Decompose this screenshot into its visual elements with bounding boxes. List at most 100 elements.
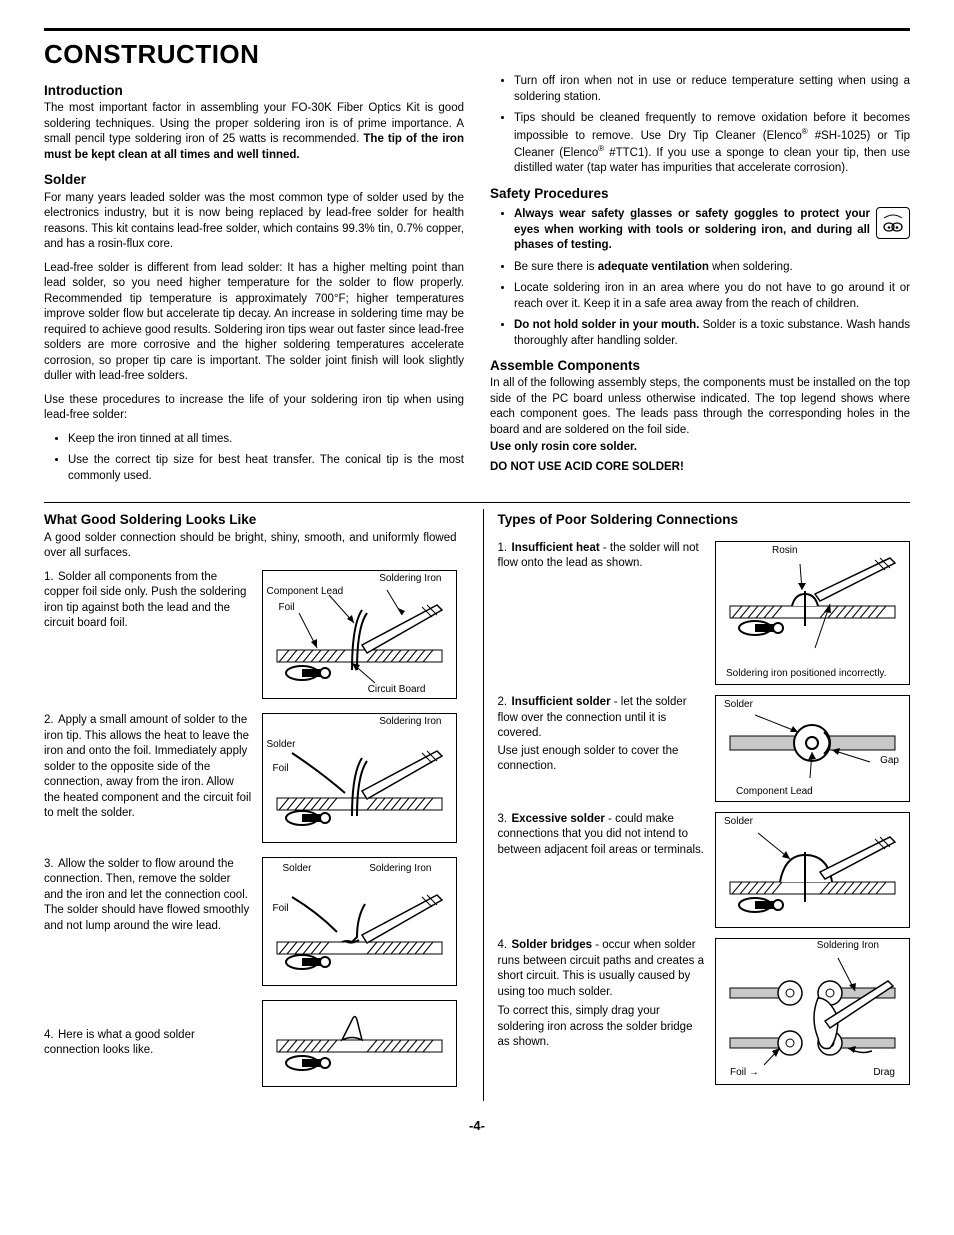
upper-columns: Introduction The most important factor i… <box>44 74 910 492</box>
lbl-solder2: Solder <box>283 862 312 876</box>
page-title: CONSTRUCTION <box>44 37 910 72</box>
solder-bullet-2: Use the correct tip size for best heat t… <box>68 453 464 484</box>
num-2: 2. <box>44 713 58 729</box>
poor-step-1: 1.Insufficient heat - the solder will no… <box>498 541 911 686</box>
safety-b1-text: Always wear safety glasses or safety gog… <box>514 208 870 251</box>
good-step-2: 2.Apply a small amount of solder to the … <box>44 713 457 843</box>
safety-b3: Locate soldering iron in an area where y… <box>514 281 910 312</box>
good-diagram-4 <box>262 1000 457 1087</box>
good-diagram-4-svg <box>267 1005 452 1077</box>
sb4-bold: Do not hold solder in your mouth. <box>514 319 699 331</box>
good-diagram-1: Soldering Iron Component Lead Foil Circu… <box>262 570 457 700</box>
poor-heading: Types of Poor Soldering Connections <box>498 511 911 529</box>
introduction-heading: Introduction <box>44 82 464 100</box>
good-step-2-text: 2.Apply a small amount of solder to the … <box>44 713 252 822</box>
gs3: Allow the solder to flow around the conn… <box>44 858 249 932</box>
poor-diagram-3-svg <box>720 817 905 919</box>
safety-b2: Be sure there is adequate ventilation wh… <box>514 260 910 276</box>
solder-bullet-1: Keep the iron tinned at all times. <box>68 432 464 448</box>
lbl-solder4: Solder <box>724 815 753 829</box>
lbl-si4: Soldering Iron <box>817 939 879 953</box>
good-step-3: 3.Allow the solder to flow around the co… <box>44 857 457 987</box>
poor-step-2-text: 2.Insufficient solder - let the solder f… <box>498 695 706 775</box>
num-3: 3. <box>44 857 58 873</box>
right-bullet-4: Tips should be cleaned frequently to rem… <box>514 111 910 177</box>
safety-b4: Do not hold solder in your mouth. Solder… <box>514 318 910 349</box>
poor-diagram-1: Rosin Soldering iron positioned incorrec… <box>715 541 910 686</box>
col-left-lower: What Good Soldering Looks Like A good so… <box>44 509 457 1100</box>
pn3: 3. <box>498 812 512 828</box>
p1b: Insufficient heat <box>512 542 600 554</box>
num-4: 4. <box>44 1028 58 1044</box>
lbl-drag: Drag <box>873 1066 895 1080</box>
gs1: Solder all components from the copper fo… <box>44 571 246 630</box>
safety-heading: Safety Procedures <box>490 185 910 203</box>
lbl-cl: Component Lead <box>267 585 344 599</box>
right-bullets: Turn off iron when not in use or reduce … <box>490 74 910 177</box>
good-diagram-3: Solder Soldering Iron Foil <box>262 857 457 987</box>
solder-bullets: Keep the iron tinned at all times. Use t… <box>44 432 464 485</box>
assemble-body: In all of the following assembly steps, … <box>490 376 910 438</box>
poor-step-3: 3.Excessive solder - could make connecti… <box>498 812 911 929</box>
pn4: 4. <box>498 938 512 954</box>
col-right-upper: Turn off iron when not in use or reduce … <box>490 74 910 492</box>
p4b: Solder bridges <box>512 939 593 951</box>
mid-rule <box>44 502 910 503</box>
good-diagram-2-svg <box>267 718 452 833</box>
good-step-1: 1.Solder all components from the copper … <box>44 570 457 700</box>
poor-diagram-1-svg <box>720 546 905 676</box>
solder-p3: Use these procedures to increase the lif… <box>44 393 464 424</box>
poor-diagram-4: Soldering Iron Foil → Drag <box>715 938 910 1085</box>
poor-diagram-2-svg <box>720 700 905 792</box>
col-right-lower: Types of Poor Soldering Connections 1.In… <box>483 509 911 1100</box>
lbl-foil4: Foil → <box>730 1066 759 1080</box>
poor-step-3-text: 3.Excessive solder - could make connecti… <box>498 812 706 859</box>
lbl-foil4-text: Foil <box>730 1067 746 1078</box>
sb2-pre: Be sure there is <box>514 261 598 273</box>
good-diagram-2: Soldering Iron Solder Foil <box>262 713 457 843</box>
gs4: Here is what a good solder connection lo… <box>44 1029 195 1057</box>
p3b: Excessive solder <box>512 813 605 825</box>
p4extra: To correct this, simply drag your solder… <box>498 1004 706 1051</box>
good-intro: A good solder connection should be brigh… <box>44 531 457 562</box>
goggles-svg <box>880 210 906 236</box>
goggles-icon <box>876 207 910 239</box>
pn2: 2. <box>498 695 512 711</box>
lbl-cb: Circuit Board <box>368 683 426 697</box>
lbl-rosin: Rosin <box>772 544 798 558</box>
lbl-solder3: Solder <box>724 698 753 712</box>
safety-bullets: Always wear safety glasses or safety gog… <box>490 207 910 349</box>
poor-step-4: 4.Solder bridges - occur when solder run… <box>498 938 911 1085</box>
p2b: Insufficient solder <box>512 696 611 708</box>
lbl-foil1: Foil <box>279 601 295 615</box>
poor-step-4-text: 4.Solder bridges - occur when solder run… <box>498 938 706 1051</box>
poor-diagram-2: Solder Gap Component Lead <box>715 695 910 802</box>
sb2-post: when soldering. <box>709 261 793 273</box>
assemble-heading: Assemble Components <box>490 357 910 375</box>
assemble-bold1: Use only rosin core solder. <box>490 440 910 456</box>
poor-step-2: 2.Insufficient solder - let the solder f… <box>498 695 911 802</box>
lbl-cl2: Component Lead <box>736 785 813 799</box>
page-number: -4- <box>44 1117 910 1135</box>
poor-diagram-4-svg <box>720 943 905 1075</box>
assemble-bold2: DO NOT USE ACID CORE SOLDER! <box>490 460 910 476</box>
pn1: 1. <box>498 541 512 557</box>
good-step-3-text: 3.Allow the solder to flow around the co… <box>44 857 252 935</box>
poor-diagram-3: Solder <box>715 812 910 929</box>
right-bullet-3: Turn off iron when not in use or reduce … <box>514 74 910 105</box>
safety-b1: Always wear safety glasses or safety gog… <box>514 207 910 254</box>
solder-p2: Lead-free solder is different from lead … <box>44 261 464 385</box>
poor-step-1-text: 1.Insufficient heat - the solder will no… <box>498 541 706 572</box>
good-step-4-text: 4.Here is what a good solder connection … <box>44 1028 252 1059</box>
num-1: 1. <box>44 570 58 586</box>
lbl-foil3: Foil <box>273 902 289 916</box>
lbl-gap: Gap <box>880 754 899 768</box>
good-heading: What Good Soldering Looks Like <box>44 511 457 529</box>
sb2-bold: adequate ventilation <box>598 261 709 273</box>
good-step-1-text: 1.Solder all components from the copper … <box>44 570 252 632</box>
gs2: Apply a small amount of solder to the ir… <box>44 714 251 819</box>
p2extra: Use just enough solder to cover the conn… <box>498 744 706 775</box>
top-rule <box>44 28 910 31</box>
lbl-si3: Soldering Iron <box>369 862 431 876</box>
lbl-iron-inc: Soldering iron positioned incorrectly. <box>726 667 899 681</box>
